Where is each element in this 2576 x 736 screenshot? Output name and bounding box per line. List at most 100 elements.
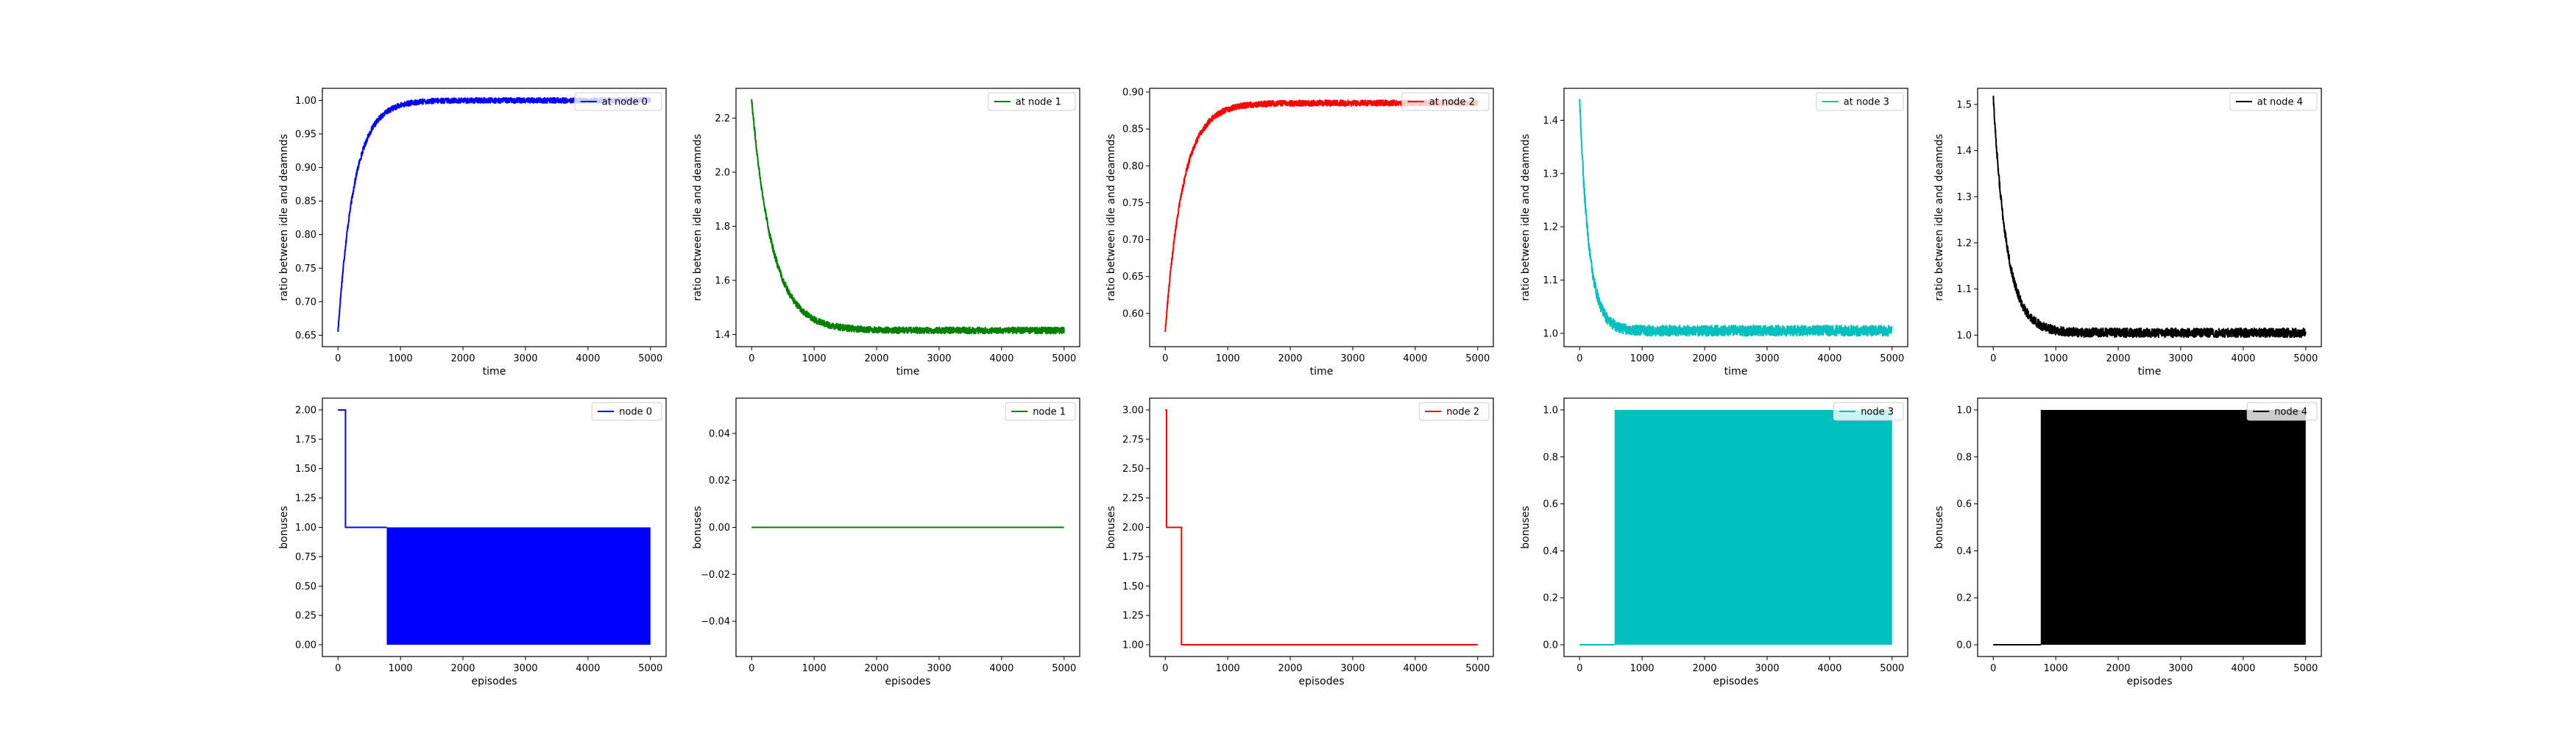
y-tick-label: 1.50: [295, 464, 316, 475]
x-axis-label: episodes: [1298, 676, 1344, 687]
x-tick-label: 1000: [802, 663, 827, 674]
y-tick-label: 1.25: [295, 493, 316, 504]
legend: node 0: [591, 402, 662, 421]
y-tick-label: 1.0: [1543, 405, 1558, 416]
x-tick-label: 5000: [638, 663, 662, 674]
y-axis-label: ratio between idle and deamnds: [1520, 134, 1532, 301]
y-tick-label: 2.00: [295, 405, 316, 416]
x-axis-label: time: [896, 366, 920, 378]
series-line: [1164, 99, 1479, 333]
x-tick-label: 4000: [1403, 663, 1427, 674]
y-tick-label: 0.6: [1543, 499, 1558, 510]
y-tick-label: 1.50: [1122, 581, 1144, 592]
x-tick-label: 0: [749, 663, 754, 674]
y-tick-label: 0.65: [295, 330, 316, 342]
legend: node 3: [1833, 402, 1904, 421]
x-tick-label: 2000: [864, 663, 888, 674]
plot-area: [1165, 408, 1478, 646]
y-tick-label: 2.00: [1122, 523, 1144, 534]
y-tick-label: 0.25: [295, 611, 316, 622]
y-tick-label: 2.75: [1122, 434, 1144, 445]
legend-box: [2229, 92, 2318, 111]
x-tick-label: 0: [1577, 663, 1582, 674]
x-axis-label: time: [483, 366, 506, 378]
y-tick-label: 1.4: [715, 330, 730, 341]
axes-frame: [322, 88, 667, 347]
x-tick-label: 0: [1162, 353, 1168, 364]
y-axis-label: bonuses: [1520, 506, 1532, 548]
x-tick-label: 3000: [927, 353, 951, 364]
x-tick-label: 5000: [1880, 663, 1904, 674]
x-tick-label: 2000: [864, 353, 888, 364]
legend-box: [2246, 402, 2318, 421]
x-tick-label: 4000: [989, 663, 1013, 674]
y-tick-label: −0.04: [701, 617, 730, 628]
axes-frame: [1977, 397, 2322, 657]
x-tick-label: 3000: [2168, 353, 2193, 364]
x-tick-label: 1000: [1630, 353, 1655, 364]
legend-label: node 2: [1446, 407, 1479, 418]
x-tick-label: 2000: [1692, 663, 1716, 674]
y-tick-label: 1.25: [1122, 611, 1144, 622]
x-tick-label: 4000: [2231, 353, 2255, 364]
legend-label: at node 0: [602, 97, 648, 108]
legend-box: [1833, 402, 1904, 421]
x-tick-label: 2000: [450, 663, 475, 674]
y-tick-label: 0.90: [295, 163, 316, 174]
legend-box: [1816, 92, 1904, 111]
x-tick-label: 0: [335, 663, 341, 674]
chart-panel-bottom-3: 0 1000 2000 3000 4000 5000 0.0 0.2 0.4 0.6 0.8 1.0 e…: [1520, 397, 1908, 687]
x-tick-label: 3000: [1340, 353, 1365, 364]
legend-box: [1401, 92, 1490, 111]
plot-area: [1993, 409, 2306, 646]
y-tick-label: 0.8: [1543, 452, 1558, 463]
x-tick-label: 0: [335, 353, 341, 364]
y-tick-label: 0.0: [1543, 640, 1558, 651]
y-axis-label: ratio between idle and deamnds: [1933, 134, 1945, 301]
y-tick-label: 0.85: [295, 197, 316, 208]
y-tick-label: 1.2: [1956, 238, 1972, 249]
legend-label: at node 1: [1016, 97, 1061, 108]
x-tick-label: 0: [1990, 663, 1996, 674]
legend-label: node 1: [1033, 407, 1066, 418]
y-tick-label: 0.90: [1122, 88, 1144, 99]
plot-area: [1579, 99, 1893, 337]
plot-area: [1164, 99, 1479, 333]
series-line: [751, 99, 1065, 335]
axes-frame: [1563, 397, 1908, 657]
legend: at node 0: [574, 92, 662, 111]
legend-box: [591, 402, 662, 421]
y-tick-label: 1.2: [1543, 222, 1558, 233]
plot-area: [1579, 409, 1892, 646]
x-axis-label: episodes: [2126, 676, 2172, 687]
y-axis-label: ratio between idle and deamnds: [1105, 134, 1117, 301]
legend-label: at node 2: [1429, 97, 1475, 108]
x-tick-label: 1000: [2044, 353, 2068, 364]
y-axis-label: bonuses: [1933, 506, 1945, 548]
y-axis-label: ratio between idle and deamnds: [692, 134, 704, 301]
x-tick-label: 4000: [1817, 353, 1841, 364]
y-tick-label: 1.75: [1122, 552, 1144, 563]
series-line: [1579, 99, 1893, 337]
chart-panel-bottom-2: 0 1000 2000 3000 4000 5000 1.00 1.25 1.50 1.75 2.0…: [1105, 397, 1494, 687]
chart-panel-bottom-1: 0 1000 2000 3000 4000 5000 −0.04 −0.02 0.00 0.02 0…: [692, 397, 1080, 687]
x-tick-label: 1000: [389, 663, 413, 674]
y-tick-label: 1.4: [1956, 146, 1972, 157]
series-line: [337, 96, 651, 332]
x-axis-label: time: [1724, 366, 1748, 378]
x-axis-label: time: [1310, 366, 1334, 378]
x-tick-label: 2000: [2106, 663, 2130, 674]
series-band: [1614, 409, 1892, 645]
x-tick-label: 4000: [576, 663, 600, 674]
y-tick-label: 0.00: [295, 640, 316, 651]
chart-panel-bottom-4: 0 1000 2000 3000 4000 5000 0.0 0.2 0.4 0.6 0.8 1.0 e…: [1933, 397, 2322, 687]
x-tick-label: 3000: [513, 663, 537, 674]
legend-label: node 4: [2274, 407, 2307, 418]
legend-box: [988, 92, 1076, 111]
y-tick-label: 1.3: [1543, 169, 1558, 180]
legend-label: node 3: [1861, 407, 1894, 418]
x-tick-label: 2000: [1278, 663, 1302, 674]
legend: node 2: [1418, 402, 1490, 421]
x-tick-label: 2000: [1278, 353, 1302, 364]
chart-panel-top-3: 0 1000 2000 3000 4000 5000 1.0 1.1 1.2 1.3 1.4 time…: [1520, 88, 1908, 378]
